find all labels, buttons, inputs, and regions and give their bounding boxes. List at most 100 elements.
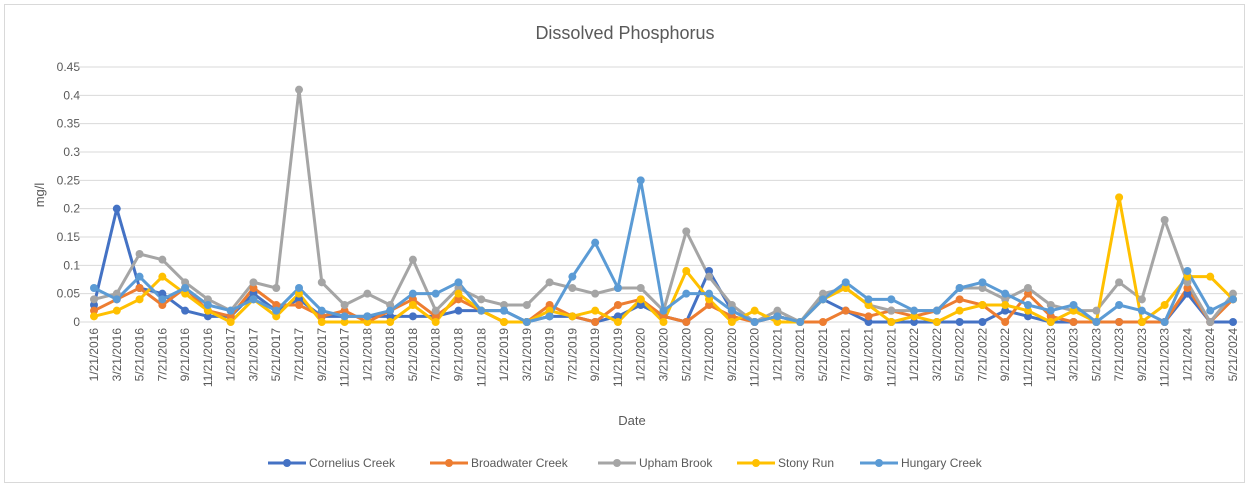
- data-point: [636, 301, 645, 309]
- data-point: [249, 295, 258, 304]
- data-point: [1206, 318, 1215, 326]
- data-point: [1183, 278, 1192, 287]
- data-point: [1183, 272, 1192, 281]
- x-tick-label: 5/21/2022: [953, 328, 967, 382]
- data-point: [545, 278, 554, 287]
- data-point: [522, 318, 531, 326]
- data-point: [773, 306, 782, 315]
- data-point: [363, 312, 372, 321]
- data-point: [750, 318, 759, 326]
- x-tick-label: 7/21/2017: [292, 328, 306, 382]
- data-point: [818, 295, 827, 304]
- x-tick-label: 9/21/2017: [315, 328, 329, 382]
- x-tick-label: 9/21/2019: [588, 328, 602, 382]
- data-point: [910, 306, 919, 315]
- data-point: [408, 295, 417, 304]
- x-tick-label: 1/21/2024: [1180, 328, 1194, 382]
- data-point: [864, 318, 873, 326]
- data-point: [454, 295, 463, 304]
- x-tick-label: 3/21/2017: [246, 328, 260, 382]
- data-point: [158, 295, 167, 304]
- data-point: [1046, 301, 1055, 309]
- data-point: [1069, 306, 1078, 315]
- data-point: [249, 278, 258, 287]
- data-point: [181, 278, 190, 287]
- data-point: [90, 295, 98, 304]
- data-point: [272, 301, 281, 309]
- data-point: [295, 85, 304, 94]
- data-point: [682, 289, 691, 298]
- legend-marker: [875, 459, 883, 467]
- data-point: [682, 318, 691, 326]
- y-tick-label: 0.25: [57, 173, 81, 187]
- data-point: [431, 318, 440, 326]
- data-point: [818, 318, 827, 326]
- x-tick-label: 1/21/2020: [634, 328, 648, 382]
- data-point: [841, 306, 850, 315]
- data-point: [226, 312, 235, 321]
- data-point: [295, 295, 304, 304]
- data-point: [659, 318, 668, 326]
- legend-marker: [752, 459, 760, 467]
- data-point: [568, 284, 577, 292]
- data-point: [181, 284, 190, 292]
- data-point: [727, 306, 736, 315]
- data-point: [1023, 284, 1032, 292]
- data-point: [1183, 284, 1192, 292]
- legend-label: Broadwater Creek: [471, 456, 569, 470]
- x-tick-label: 9/21/2022: [998, 328, 1012, 382]
- data-point: [1115, 193, 1124, 202]
- data-point: [226, 306, 235, 315]
- data-point: [272, 284, 281, 292]
- x-tick-label: 9/21/2023: [1135, 328, 1149, 382]
- data-point: [1001, 301, 1010, 309]
- data-point: [591, 306, 600, 315]
- data-point: [408, 312, 417, 321]
- data-point: [500, 318, 509, 326]
- data-point: [1023, 306, 1032, 315]
- data-point: [1001, 318, 1010, 326]
- data-point: [727, 312, 736, 321]
- x-tick-label: 3/21/2024: [1203, 328, 1217, 382]
- data-point: [1069, 301, 1078, 309]
- data-point: [910, 318, 919, 326]
- data-point: [431, 306, 440, 315]
- data-point: [431, 289, 440, 298]
- data-point: [249, 284, 258, 292]
- data-point: [955, 284, 964, 292]
- data-point: [1092, 318, 1101, 326]
- data-point: [181, 289, 190, 298]
- data-point: [477, 295, 486, 304]
- y-tick-label: 0.1: [63, 258, 80, 272]
- x-tick-label: 3/21/2021: [793, 328, 807, 382]
- data-point: [408, 289, 417, 298]
- data-point: [1046, 306, 1055, 315]
- data-point: [591, 289, 600, 298]
- data-point: [864, 295, 873, 304]
- data-point: [705, 295, 714, 304]
- legend-label: Cornelius Creek: [309, 456, 396, 470]
- data-point: [135, 295, 144, 304]
- data-point: [112, 306, 121, 315]
- data-point: [90, 301, 98, 309]
- x-tick-label: 3/21/2023: [1067, 328, 1081, 382]
- data-point: [500, 306, 509, 315]
- data-point: [1160, 318, 1169, 326]
- data-point: [887, 295, 896, 304]
- data-point: [864, 301, 873, 309]
- data-point: [727, 301, 736, 309]
- x-tick-label: 1/21/2016: [87, 328, 101, 382]
- data-point: [705, 301, 714, 309]
- data-point: [340, 318, 349, 326]
- x-tick-label: 9/21/2016: [178, 328, 192, 382]
- data-point: [158, 289, 167, 298]
- data-point: [1229, 289, 1237, 298]
- data-point: [249, 289, 258, 298]
- data-point: [1001, 306, 1010, 315]
- data-point: [727, 318, 736, 326]
- data-point: [773, 318, 782, 326]
- data-point: [158, 272, 167, 281]
- x-tick-label: 11/21/2022: [1021, 328, 1035, 387]
- data-point: [978, 284, 987, 292]
- data-point: [682, 227, 691, 236]
